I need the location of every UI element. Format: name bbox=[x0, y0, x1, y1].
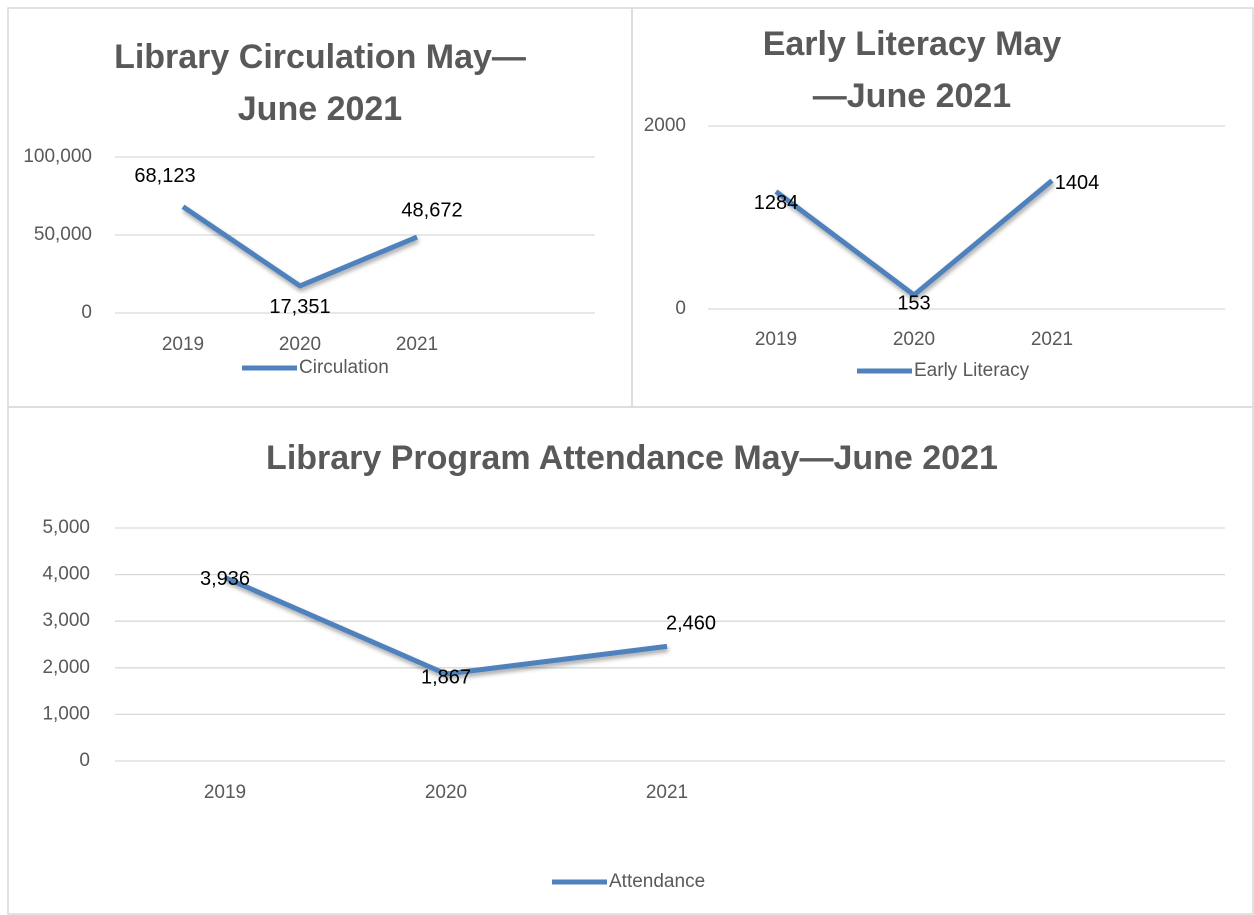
y-tick-label: 2,000 bbox=[42, 657, 90, 678]
x-tick-label: 2019 bbox=[162, 334, 204, 355]
series-line bbox=[224, 575, 668, 677]
y-tick-label: 0 bbox=[81, 302, 92, 323]
x-tick-label: 2021 bbox=[646, 782, 688, 803]
series-line bbox=[181, 204, 418, 289]
legend-label: Circulation bbox=[299, 357, 389, 378]
y-tick-label: 4,000 bbox=[42, 564, 90, 585]
y-tick-label: 100,000 bbox=[23, 146, 92, 167]
data-label: 1404 bbox=[1055, 172, 1100, 194]
y-tick-label: 5,000 bbox=[42, 517, 90, 538]
x-tick-label: 2019 bbox=[755, 329, 797, 350]
x-tick-label: 2019 bbox=[204, 782, 246, 803]
y-tick-label: 3,000 bbox=[42, 610, 90, 631]
y-tick-label: 50,000 bbox=[34, 224, 92, 245]
data-label: 1284 bbox=[754, 192, 799, 214]
data-label: 153 bbox=[897, 292, 930, 314]
data-label: 1,867 bbox=[421, 666, 471, 688]
series-line bbox=[774, 178, 1054, 298]
x-tick-label: 2020 bbox=[279, 334, 321, 355]
x-tick-label: 2021 bbox=[396, 334, 438, 355]
x-tick-label: 2021 bbox=[1031, 329, 1073, 350]
chart-title: Library Circulation May—June 2021 bbox=[114, 38, 526, 128]
legend-label: Early Literacy bbox=[914, 360, 1030, 381]
data-label: 68,123 bbox=[134, 165, 195, 187]
x-tick-label: 2020 bbox=[425, 782, 467, 803]
chart-title: Library Program Attendance May—June 2021 bbox=[266, 439, 998, 477]
data-label: 17,351 bbox=[269, 296, 330, 318]
legend-label: Attendance bbox=[609, 871, 705, 892]
data-label: 3,936 bbox=[200, 568, 250, 590]
y-tick-label: 0 bbox=[675, 298, 686, 319]
y-tick-label: 0 bbox=[79, 750, 90, 771]
chart-title: Early Literacy May—June 2021 bbox=[762, 25, 1062, 115]
y-tick-label: 1,000 bbox=[42, 703, 90, 724]
x-tick-label: 2020 bbox=[893, 329, 935, 350]
y-tick-label: 2000 bbox=[644, 115, 686, 136]
data-label: 48,672 bbox=[401, 199, 462, 221]
panel bbox=[7, 406, 1254, 915]
data-label: 2,460 bbox=[666, 613, 716, 635]
